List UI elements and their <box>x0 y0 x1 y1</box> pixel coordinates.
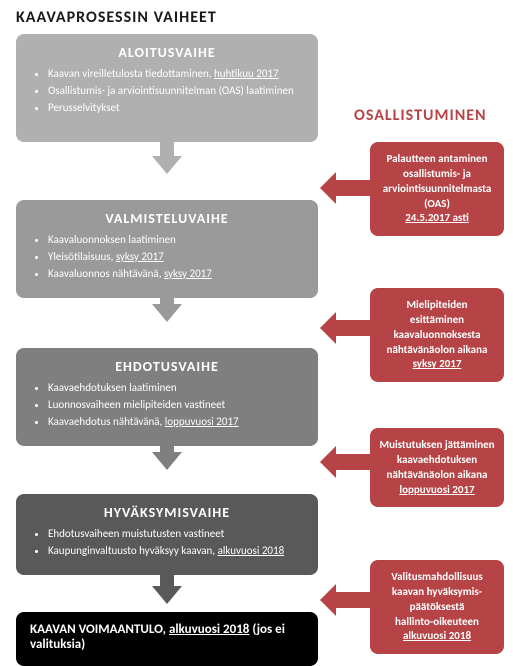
callout-box: Muistutuksen jättäminenkaavaehdotuksennä… <box>370 428 504 507</box>
phase-item: Kaavaluonnoksen laatiminen <box>48 233 304 248</box>
phase-item: Kaavaluonnos nähtävänä, syksy 2017 <box>48 267 304 282</box>
callout-line: nähtävänäolon aikana <box>378 468 496 483</box>
phase-box: ALOITUSVAIHE Kaavan vireilletulosta tiedo… <box>16 34 318 142</box>
underlined-date: loppuvuosi 2017 <box>165 415 239 428</box>
phase-items: Kaavaehdotuksen laatiminen Luonnosvaiheen… <box>30 381 304 430</box>
callout-line: esittäminen <box>378 313 496 328</box>
callout-line: Mielipiteiden <box>378 298 496 313</box>
underlined-date: alkuvuosi 2018 <box>218 544 285 557</box>
phase-items: Kaavaluonnoksen laatiminen Yleisötilaisuu… <box>30 233 304 282</box>
left-arrow-shaft <box>334 180 370 196</box>
phase-items: Ehdotusvaiheen muistutusten vastineet Kau… <box>30 527 304 559</box>
callout-line: kaavaluonnoksesta <box>378 328 496 343</box>
underlined-date: syksy 2017 <box>378 357 496 372</box>
left-arrow-shaft <box>334 320 370 336</box>
down-arrow-head <box>152 586 182 604</box>
underlined-date: loppuvuosi 2017 <box>378 483 496 498</box>
callout-line: arviointisuunnitelmasta <box>378 182 496 197</box>
callout-line: osallistumis- ja <box>378 167 496 182</box>
left-arrow-shaft <box>334 454 370 470</box>
left-arrow-head <box>320 584 336 616</box>
final-box: KAAVAN VOIMAANTULO, alkuvuosi 2018 (jos … <box>16 612 318 666</box>
page-title: KAAVAPROSESSIN VAIHEET <box>16 8 217 27</box>
phase-title: EHDOTUSVAIHE <box>30 358 304 375</box>
phase-item: Kaupunginvaltuusto hyväksyy kaavan, alku… <box>48 544 304 559</box>
phase-box: HYVÄKSYMISVAIHE Ehdotusvaiheen muistutust… <box>16 494 318 575</box>
callout-line: nähtävänäolon aikana <box>378 343 496 358</box>
callout-line: hallinto-oikeuteen <box>378 615 496 630</box>
callout-line: (OAS) <box>378 197 496 212</box>
down-arrow-shaft <box>160 290 174 304</box>
phase-item: Kaavan vireilletulosta tiedottaminen, hu… <box>48 67 304 82</box>
callout-line: Palautteen antaminen <box>378 152 496 167</box>
down-arrow-shaft <box>160 438 174 452</box>
callout-box: Palautteen antaminenosallistumis- jaarvi… <box>370 142 504 236</box>
callout-line: kaavan hyväksymis- <box>378 585 496 600</box>
left-arrow-head <box>320 172 336 204</box>
phase-item: Ehdotusvaiheen muistutusten vastineet <box>48 527 304 542</box>
callout-line: kaavaehdotuksen <box>378 453 496 468</box>
phase-item: Perusselvitykset <box>48 101 304 116</box>
underlined-date: huhtikuu 2017 <box>214 67 279 80</box>
phase-box: EHDOTUSVAIHE Kaavaehdotuksen laatiminen Lu… <box>16 348 318 446</box>
callout-box: Valitusmahdollisuuskaavan hyväksymis-pää… <box>370 560 504 654</box>
final-text: KAAVAN VOIMAANTULO, alkuvuosi 2018 (jos … <box>30 622 304 652</box>
participation-title: OSALLISTUMINEN <box>354 106 487 125</box>
underlined-date: alkuvuosi 2018 <box>378 629 496 644</box>
left-arrow-shaft <box>334 592 370 608</box>
down-arrow-head <box>152 304 182 322</box>
phase-item: Yleisötilaisuus, syksy 2017 <box>48 250 304 265</box>
left-arrow-head <box>320 312 336 344</box>
phase-box: VALMISTELUVAIHE Kaavaluonnoksen laatimine… <box>16 200 318 298</box>
phase-title: ALOITUSVAIHE <box>30 44 304 61</box>
phase-item: Luonnosvaiheen mielipiteiden vastineet <box>48 398 304 413</box>
down-arrow-shaft <box>160 142 174 156</box>
phase-item: Kaavaehdotus nähtävänä, loppuvuosi 2017 <box>48 415 304 430</box>
underlined-date: syksy 2017 <box>116 250 164 263</box>
callout-box: Mielipiteidenesittäminenkaavaluonnoksest… <box>370 288 504 382</box>
callout-line: Valitusmahdollisuus <box>378 570 496 585</box>
phase-item: Osallistumis- ja arviointisuunnitelman (… <box>48 84 304 99</box>
phase-title: VALMISTELUVAIHE <box>30 210 304 227</box>
underlined-date: syksy 2017 <box>164 267 212 280</box>
phase-title: HYVÄKSYMISVAIHE <box>30 504 304 521</box>
phase-item: Kaavaehdotuksen laatiminen <box>48 381 304 396</box>
down-arrow-shaft <box>160 572 174 586</box>
phase-items: Kaavan vireilletulosta tiedottaminen, hu… <box>30 67 304 116</box>
underlined-date: 24.5.2017 asti <box>378 211 496 226</box>
down-arrow-head <box>152 156 182 174</box>
down-arrow-head <box>152 452 182 470</box>
left-arrow-head <box>320 446 336 478</box>
underlined-date: alkuvuosi 2018 <box>169 622 249 637</box>
callout-line: Muistutuksen jättäminen <box>378 438 496 453</box>
callout-line: päätöksestä <box>378 600 496 615</box>
